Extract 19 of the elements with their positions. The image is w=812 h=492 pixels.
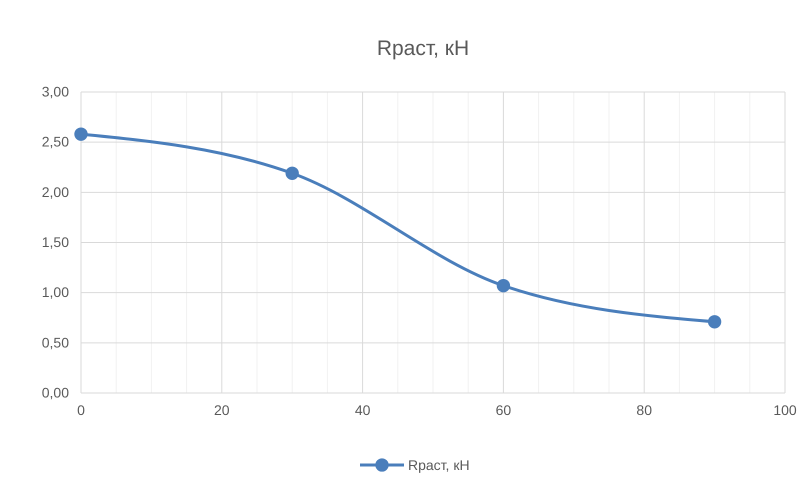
y-tick-label: 3,00 bbox=[42, 83, 70, 100]
legend-label: Rраст, кН bbox=[408, 457, 470, 473]
y-tick-label: 1,00 bbox=[42, 284, 70, 300]
chart-title: Rраст, кН bbox=[376, 37, 470, 60]
x-tick-label: 0 bbox=[77, 402, 86, 418]
point bbox=[496, 278, 510, 292]
y-tick-label: 2,50 bbox=[42, 134, 70, 150]
point bbox=[708, 315, 722, 328]
x-tick-label: 40 bbox=[354, 402, 371, 418]
y-tick-label: 1,50 bbox=[42, 234, 70, 250]
x-tick-label: 60 bbox=[496, 402, 512, 418]
x-tick-label: 80 bbox=[636, 402, 652, 418]
x-tick-label: 100 bbox=[773, 402, 797, 418]
y-tick-label: 0,50 bbox=[42, 334, 70, 350]
point bbox=[286, 166, 299, 180]
x-tick-label: 20 bbox=[214, 402, 230, 418]
point bbox=[74, 127, 88, 141]
y-tick-label: 2,00 bbox=[42, 184, 70, 200]
y-tick-label: 0,00 bbox=[42, 384, 70, 400]
